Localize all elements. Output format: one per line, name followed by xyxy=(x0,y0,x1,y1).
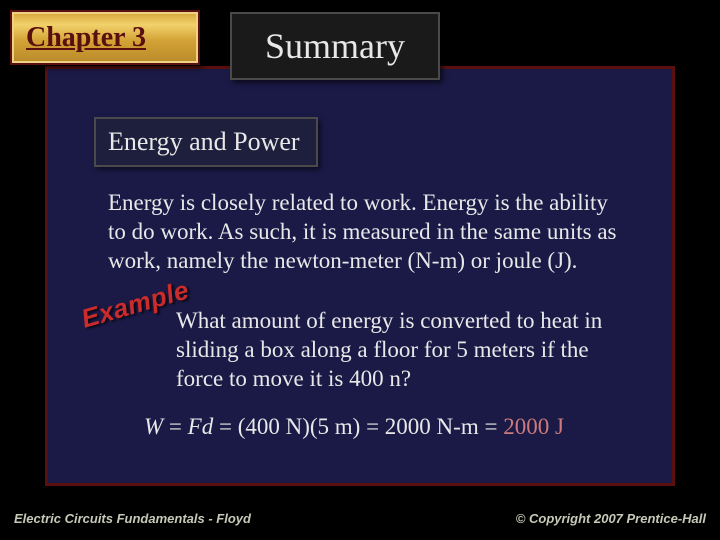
body-paragraph: Energy is closely related to work. Energ… xyxy=(108,189,622,275)
page-title: Summary xyxy=(265,25,405,67)
chapter-badge: Chapter 3 xyxy=(10,10,200,65)
footer-right: © Copyright 2007 Prentice-Hall xyxy=(516,511,706,526)
example-block: Example What amount of energy is convert… xyxy=(108,307,622,393)
subtitle: Energy and Power xyxy=(108,127,300,156)
example-question: What amount of energy is converted to he… xyxy=(176,307,622,393)
content-panel: Energy and Power Energy is closely relat… xyxy=(45,66,675,486)
footer-left: Electric Circuits Fundamentals - Floyd xyxy=(14,511,251,526)
title-box: Summary xyxy=(230,12,440,80)
equation-prefix: = (400 N)(5 m) = 2000 N-m = xyxy=(213,414,503,439)
subtitle-box: Energy and Power xyxy=(94,117,318,167)
equation-answer: 2000 J xyxy=(503,414,564,439)
equation-line: W = Fd = (400 N)(5 m) = 2000 N-m = 2000 … xyxy=(144,414,622,440)
chapter-label: Chapter 3 xyxy=(26,22,146,54)
